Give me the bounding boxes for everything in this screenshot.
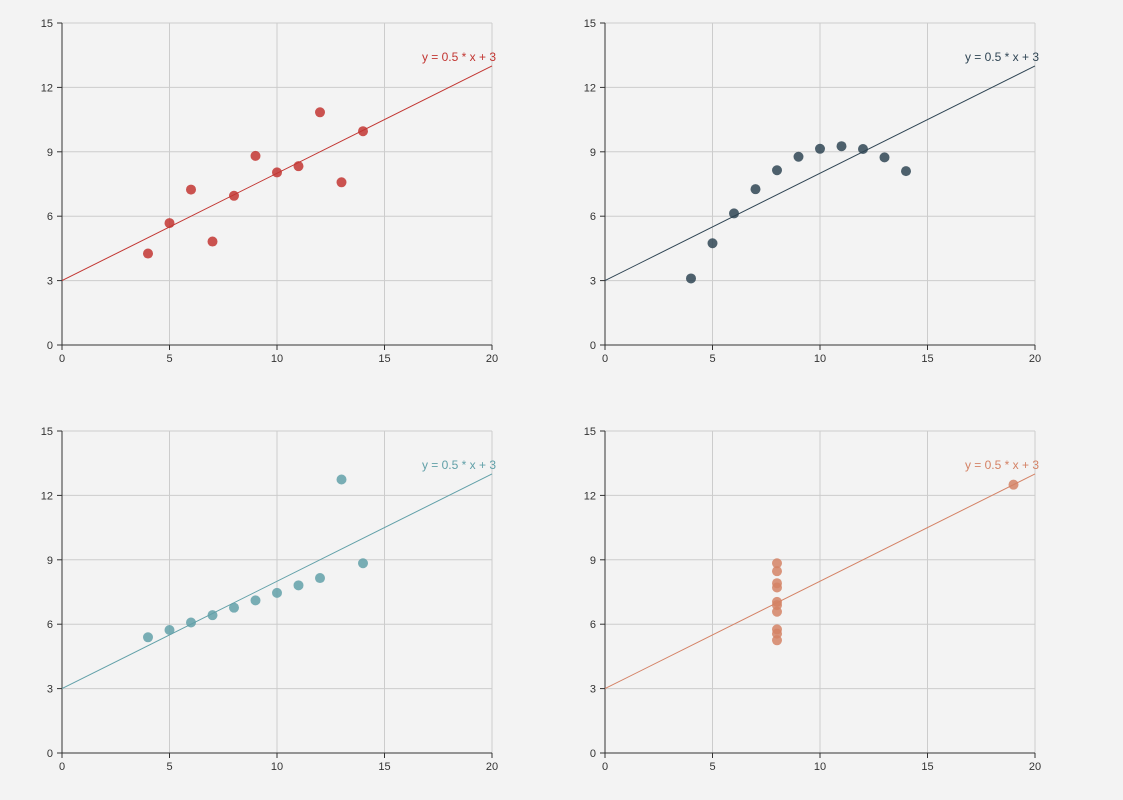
data-point[interactable] — [772, 165, 782, 176]
x-tick-label: 5 — [709, 353, 715, 365]
data-point[interactable] — [793, 151, 804, 162]
x-tick-label: 20 — [1029, 353, 1041, 365]
x-tick-label: 15 — [921, 761, 933, 773]
x-tick-label: 20 — [1029, 761, 1041, 773]
data-point[interactable] — [729, 208, 739, 219]
y-tick-label: 9 — [47, 555, 53, 567]
y-tick-label: 9 — [590, 555, 596, 567]
y-tick-label: 15 — [584, 18, 596, 30]
y-tick-label: 0 — [590, 748, 596, 760]
regression-line — [604, 65, 1036, 282]
x-tick-label: 0 — [59, 761, 65, 773]
y-tick-label: 12 — [584, 82, 596, 94]
data-point[interactable] — [879, 152, 890, 163]
y-tick-label: 0 — [47, 748, 53, 760]
x-tick-label: 10 — [271, 761, 283, 773]
data-point[interactable] — [315, 107, 325, 118]
data-point[interactable] — [207, 610, 218, 621]
y-tick-label: 15 — [584, 426, 596, 438]
y-tick-label: 3 — [590, 276, 596, 288]
data-point[interactable] — [336, 474, 347, 485]
y-tick-label: 0 — [47, 340, 53, 352]
data-point[interactable] — [250, 150, 261, 161]
x-tick-label: 5 — [166, 761, 172, 773]
data-point[interactable] — [186, 617, 196, 628]
x-tick-label: 10 — [271, 353, 283, 365]
panel-2: 0 5 10 15 20 0 3 6 9 12 15 y = 0.5 * x + 3 — [584, 18, 1041, 365]
data-point[interactable] — [358, 558, 368, 569]
y-tick-label: 12 — [41, 82, 53, 94]
data-point[interactable] — [207, 236, 218, 247]
regression-line-label: y = 0.5 * x + 3 — [965, 458, 1039, 472]
data-point[interactable] — [143, 632, 153, 643]
data-point[interactable] — [143, 248, 153, 259]
y-tick-label: 3 — [590, 684, 596, 696]
data-point[interactable] — [229, 602, 239, 613]
y-tick-label: 3 — [47, 276, 53, 288]
y-tick-label: 6 — [47, 619, 53, 631]
y-tick-label: 6 — [590, 619, 596, 631]
y-tick-label: 9 — [590, 147, 596, 159]
x-tick-label: 20 — [486, 353, 498, 365]
data-point[interactable] — [293, 161, 304, 172]
y-tick-label: 12 — [41, 490, 53, 502]
y-tick-label: 6 — [590, 211, 596, 223]
data-point[interactable] — [772, 566, 782, 577]
data-point[interactable] — [1008, 479, 1019, 490]
x-tick-label: 20 — [486, 761, 498, 773]
x-tick-label: 0 — [59, 353, 65, 365]
data-point[interactable] — [272, 167, 282, 178]
x-tick-label: 0 — [602, 761, 608, 773]
y-tick-label: 9 — [47, 147, 53, 159]
x-tick-label: 0 — [602, 353, 608, 365]
data-point[interactable] — [772, 628, 782, 639]
data-point[interactable] — [772, 600, 782, 611]
data-point[interactable] — [186, 184, 196, 195]
x-tick-label: 5 — [709, 761, 715, 773]
data-point[interactable] — [772, 558, 782, 569]
data-point[interactable] — [164, 624, 175, 635]
data-point[interactable] — [250, 595, 261, 606]
data-point[interactable] — [336, 177, 347, 188]
data-point[interactable] — [901, 166, 911, 177]
data-point[interactable] — [772, 578, 782, 589]
data-point[interactable] — [164, 218, 175, 229]
x-tick-label: 15 — [378, 761, 390, 773]
panel-3: 0 5 10 15 20 0 3 6 9 12 15 y = 0.5 * x + 3 — [41, 426, 498, 773]
x-tick-label: 15 — [921, 353, 933, 365]
y-tick-label: 15 — [41, 426, 53, 438]
data-point[interactable] — [750, 184, 761, 195]
regression-line-label: y = 0.5 * x + 3 — [422, 50, 496, 64]
data-point[interactable] — [815, 143, 825, 154]
data-point[interactable] — [315, 573, 325, 584]
x-tick-label: 10 — [814, 353, 826, 365]
y-tick-label: 15 — [41, 18, 53, 30]
y-tick-label: 6 — [47, 211, 53, 223]
y-tick-label: 0 — [590, 340, 596, 352]
panel-4: 0 5 10 15 20 0 3 6 9 12 15 y = 0.5 * x + 3 — [584, 426, 1041, 773]
data-point[interactable] — [272, 587, 282, 598]
y-tick-label: 12 — [584, 490, 596, 502]
panel-1: 0 5 10 15 20 0 3 6 9 12 15 y = 0.5 * x + 3 — [41, 18, 498, 365]
data-point[interactable] — [836, 141, 847, 152]
regression-line-label: y = 0.5 * x + 3 — [965, 50, 1039, 64]
regression-line — [61, 473, 493, 690]
data-point[interactable] — [686, 273, 696, 284]
regression-line-label: y = 0.5 * x + 3 — [422, 458, 496, 472]
y-tick-label: 3 — [47, 684, 53, 696]
data-point[interactable] — [293, 580, 304, 591]
x-tick-label: 5 — [166, 353, 172, 365]
data-point[interactable] — [858, 144, 868, 155]
data-point[interactable] — [358, 126, 368, 137]
x-tick-label: 15 — [378, 353, 390, 365]
data-point[interactable] — [229, 190, 239, 201]
x-tick-label: 10 — [814, 761, 826, 773]
regression-line — [604, 473, 1036, 690]
data-point[interactable] — [707, 238, 718, 249]
